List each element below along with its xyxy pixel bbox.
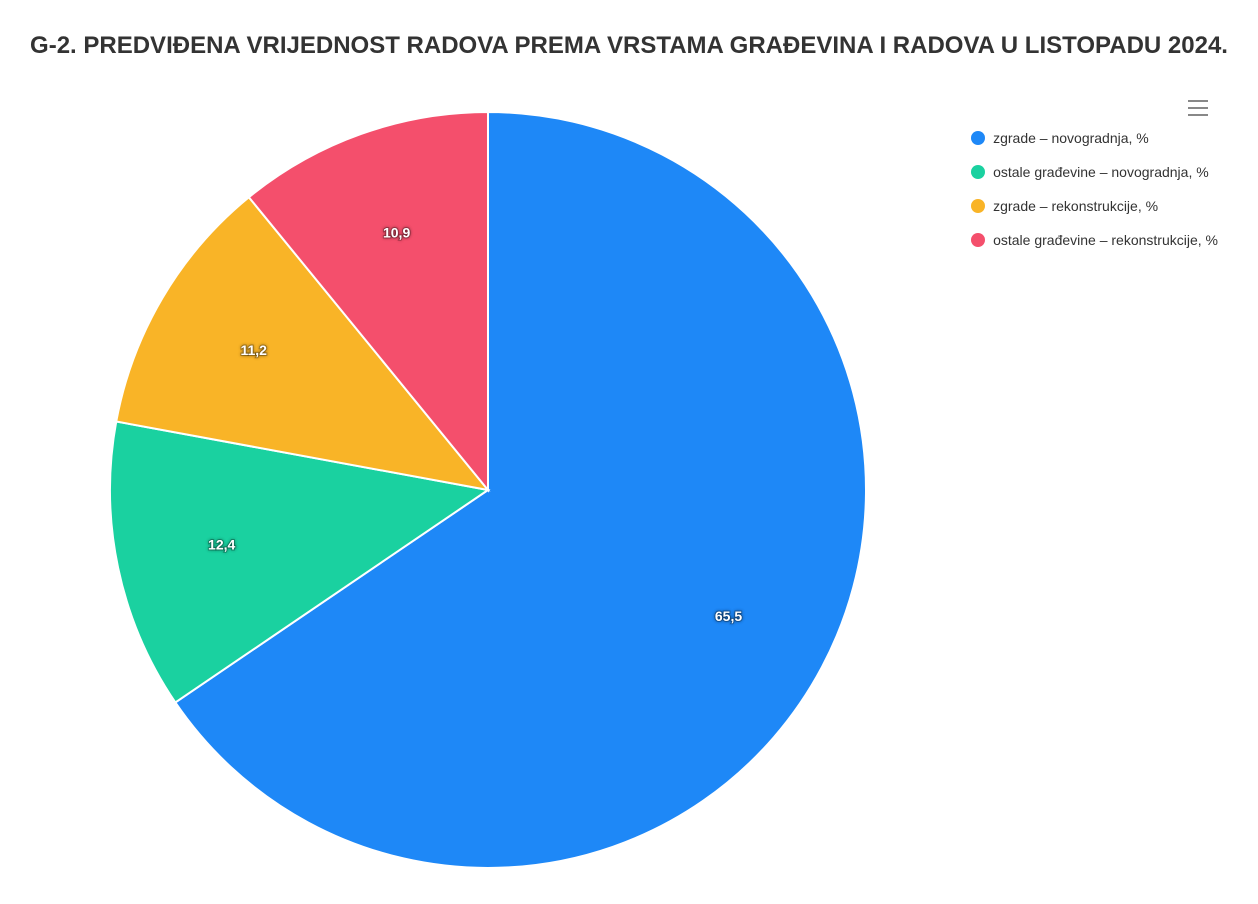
legend-item[interactable]: ostale građevine – novogradnja, % (971, 164, 1218, 180)
slice-value-label: 65,5 (715, 608, 742, 624)
legend-item[interactable]: zgrade – novogradnja, % (971, 130, 1218, 146)
pie-chart-svg: 65,5 12,4 11,2 10,9 (108, 110, 868, 870)
legend-label: ostale građevine – rekonstrukcije, % (993, 232, 1218, 248)
legend-label: ostale građevine – novogradnja, % (993, 164, 1209, 180)
legend-marker-icon (971, 165, 985, 179)
legend-item[interactable]: zgrade – rekonstrukcije, % (971, 198, 1218, 214)
slice-value-label: 12,4 (208, 537, 235, 553)
slice-value-label: 11,2 (240, 342, 267, 358)
chart-title: G-2. PREDVIĐENA VRIJEDNOST RADOVA PREMA … (0, 0, 1258, 70)
pie-container: 65,5 12,4 11,2 10,9 (108, 110, 868, 870)
legend: zgrade – novogradnja, % ostale građevine … (971, 130, 1218, 266)
legend-marker-icon (971, 233, 985, 247)
legend-item[interactable]: ostale građevine – rekonstrukcije, % (971, 232, 1218, 248)
legend-marker-icon (971, 131, 985, 145)
hamburger-menu-icon[interactable] (1188, 100, 1208, 116)
legend-label: zgrade – rekonstrukcije, % (993, 198, 1158, 214)
legend-label: zgrade – novogradnja, % (993, 130, 1149, 146)
chart-area: 65,5 12,4 11,2 10,9 zgrade – novogradnja, %… (0, 70, 1258, 890)
slice-value-label: 10,9 (383, 224, 410, 240)
legend-marker-icon (971, 199, 985, 213)
